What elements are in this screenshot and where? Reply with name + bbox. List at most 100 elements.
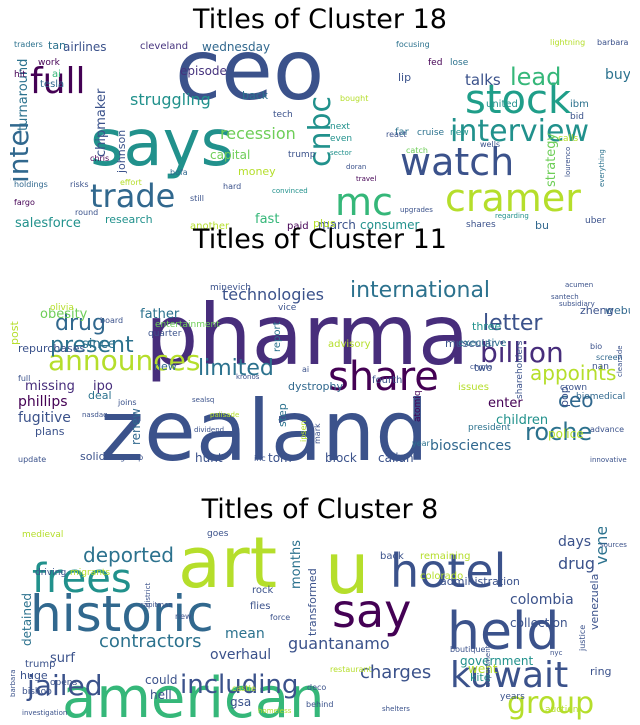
word-gsa: gsa — [230, 695, 251, 709]
word-jailed: jailed — [26, 669, 103, 702]
word-phillips: phillips — [18, 394, 68, 410]
word-palisade: palisade — [210, 411, 239, 419]
word-kuwait: kuwait — [450, 655, 568, 696]
word-calls: calls — [558, 134, 578, 144]
word-vice: vice — [278, 303, 297, 313]
word-full: full — [30, 61, 86, 102]
word-drug: drug — [55, 311, 106, 336]
word-recession: recession — [220, 124, 296, 143]
word-technologies: technologies — [222, 285, 324, 304]
word-billion: billion — [480, 336, 564, 369]
word-u: u — [325, 528, 369, 610]
word-joins: joins — [117, 398, 137, 407]
word-including: including — [180, 670, 298, 700]
word-buy: buy — [605, 67, 630, 83]
word-tom: tom — [268, 451, 292, 465]
word-olivia: olivia — [50, 303, 74, 313]
word-far: far — [395, 127, 410, 138]
word-father: father — [140, 307, 180, 322]
word-advisory: advisory — [328, 339, 371, 350]
word-held: held — [447, 602, 559, 662]
word-ai: ai — [302, 365, 309, 374]
word-inc: inc — [254, 454, 266, 463]
word-huge: huge — [20, 669, 48, 682]
word-trump: trump — [25, 659, 55, 670]
word-went: went — [468, 662, 498, 676]
word-bishop: bishop — [22, 687, 52, 697]
word-capital: capital — [210, 148, 250, 162]
word-mean: mean — [225, 626, 265, 642]
word-shelters: shelters — [382, 705, 410, 713]
word-detained: detained — [20, 593, 34, 646]
word-everything: everything — [598, 149, 606, 187]
word-limited: limited — [198, 356, 274, 381]
word-round: round — [75, 208, 98, 217]
word-traders: traders — [14, 40, 43, 49]
word-quarter: quarter — [148, 329, 182, 339]
word-solid: solid — [80, 450, 106, 463]
word-nyc: nyc — [550, 649, 563, 657]
word-could: could — [145, 673, 178, 687]
word-ipsen: ipsen — [299, 421, 308, 442]
word-police: police — [548, 427, 584, 441]
word-months: months — [289, 540, 304, 589]
word-travel: travel — [356, 175, 376, 183]
word-cnbc: cnbc — [303, 96, 338, 167]
word-risks: risks — [70, 180, 88, 189]
word-flies: flies — [250, 601, 270, 612]
word-lightning: lightning — [550, 38, 585, 47]
word-days: days — [558, 534, 591, 550]
word-president: president — [468, 423, 511, 433]
word-bid: bid — [570, 112, 584, 122]
word-medieval: medieval — [22, 530, 63, 540]
word-new: new — [154, 360, 177, 373]
word-fed: fed — [428, 58, 442, 68]
word-announces: announces — [48, 344, 200, 377]
word-contractors: contractors — [99, 631, 202, 652]
word-new: new — [450, 128, 469, 138]
word-mark: mark — [313, 423, 322, 444]
word-update: update — [18, 455, 46, 464]
word-repurchases: repurchases — [18, 342, 86, 355]
word-tesla: tesla — [40, 79, 64, 90]
word-step: step — [276, 403, 289, 427]
word-fourth: fourth — [372, 375, 402, 386]
word-convinced: convinced — [272, 187, 308, 195]
word-zheng: zheng — [580, 304, 613, 317]
word-deported: deported — [83, 543, 174, 567]
word-hotel: hotel — [390, 544, 506, 598]
word-struggling: struggling — [130, 90, 211, 109]
word-justice: justice — [578, 625, 587, 652]
word-atomiq: atomiq — [413, 390, 423, 422]
word-year: year — [412, 439, 431, 448]
word-auction: auction — [545, 705, 578, 715]
word-kite: kite — [470, 671, 491, 684]
word-mc: mc — [335, 180, 393, 224]
word-international: international — [350, 278, 490, 303]
word-innovative: innovative — [590, 456, 627, 464]
word-turnaround: turnaround — [16, 59, 31, 131]
word-venezuela: venezuela — [588, 574, 601, 630]
word-research: research — [105, 213, 153, 226]
word-pharma: pharma — [145, 286, 469, 384]
word-bu: bu — [535, 219, 549, 232]
word-biomedical: biomedical — [576, 392, 625, 402]
word-advance: advance — [590, 425, 624, 434]
word-missing: missing — [25, 379, 75, 394]
word-pop: pop — [558, 386, 571, 407]
word-minevich: minevich — [210, 283, 251, 293]
word-years: years — [500, 692, 525, 702]
word-sector: sector — [330, 149, 352, 157]
word-behind: behind — [306, 700, 333, 709]
word-drug: drug — [558, 554, 595, 573]
word-board: board — [100, 316, 123, 325]
word-executive: executive — [458, 338, 506, 349]
word-block: block — [325, 451, 357, 465]
word-airlines: airlines — [63, 40, 107, 54]
word-tan: tan — [48, 39, 66, 52]
word-wells: wells — [480, 140, 500, 149]
word-fugitive: fugitive — [18, 410, 71, 426]
word-driving: driving — [35, 568, 66, 578]
word-bofa: bofa — [170, 168, 188, 177]
